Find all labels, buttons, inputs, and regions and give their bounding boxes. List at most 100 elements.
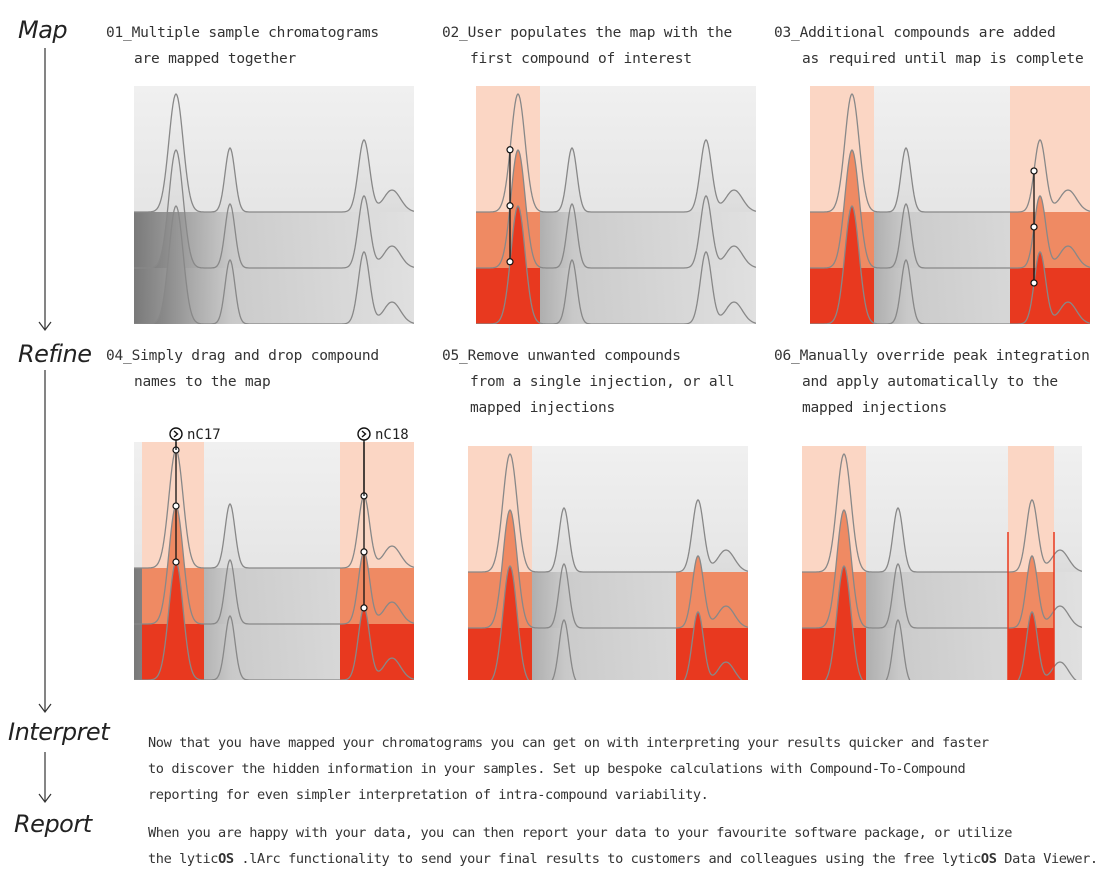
compound-tag-label: nC17 <box>187 427 221 443</box>
chromatogram-trace <box>802 452 1082 573</box>
compound-peak <box>1010 139 1090 212</box>
step-02-line1: 02_User populates the map with the <box>442 25 733 41</box>
panel-04-svg: nC17 nC18 <box>134 427 414 680</box>
stage-label-report: Report <box>14 810 92 838</box>
chromatogram-trace <box>134 504 414 625</box>
map-node <box>506 202 514 210</box>
compound-peak <box>825 566 863 680</box>
map-node <box>506 146 514 154</box>
report-line2-end: Data Viewer. <box>996 851 1097 867</box>
panel-01-chromatograms <box>134 86 414 324</box>
report-line1: When you are happy with your data, you c… <box>148 825 1013 841</box>
panel-06-chromatograms <box>802 446 1082 680</box>
chromatogram-trace <box>134 448 414 569</box>
step-caption-04: 04_Simply drag and drop compound names t… <box>106 343 379 395</box>
step-caption-03: 03_Additional compounds are added as req… <box>774 20 1084 72</box>
chromatogram-trace <box>810 148 1090 269</box>
panel-05-svg <box>468 446 748 680</box>
interpret-line1: Now that you have mapped your chromatogr… <box>148 735 989 751</box>
compound-peak <box>1010 195 1090 268</box>
step-03-line1: 03_Additional compounds are added <box>774 25 1056 41</box>
step-06-line2: and apply automatically to the <box>802 374 1058 390</box>
compound-peak <box>142 450 204 568</box>
stage-label-refine: Refine <box>18 340 92 368</box>
chromatogram-trace <box>476 148 756 269</box>
panel-01-svg <box>134 86 414 324</box>
chevron-right-icon-glyph <box>173 430 179 438</box>
step-06-line3: mapped injections <box>802 400 948 416</box>
step-03-line2: as required until map is complete <box>802 51 1084 67</box>
compound-peak <box>1018 611 1054 680</box>
map-node <box>360 604 368 612</box>
compound-peak <box>1008 555 1054 628</box>
compound-peak <box>1010 251 1090 324</box>
chromatogram-trace <box>810 92 1090 213</box>
compound-peak <box>476 206 540 324</box>
brand-os-bold-1: OS <box>218 851 234 867</box>
report-line2: the lyticOS .lArc functionality to send … <box>148 846 1097 872</box>
stage-label-map: Map <box>18 16 68 44</box>
step-caption-02: 02_User populates the map with the first… <box>442 20 732 72</box>
interpret-line2: to discover the hidden information in yo… <box>148 761 966 777</box>
step-04-line1: 04_Simply drag and drop compound <box>106 348 379 364</box>
compound-peak <box>810 206 874 324</box>
map-node <box>1030 223 1038 231</box>
step-01-line1: 01_Multiple sample chromatograms <box>106 25 379 41</box>
interpret-paragraph: Now that you have mapped your chromatogr… <box>148 730 1088 808</box>
step-caption-05: 05_Remove unwanted compounds from a sing… <box>442 343 735 421</box>
step-05-line3: mapped injections <box>470 400 616 416</box>
compound-peak <box>142 562 204 680</box>
panel-02-svg <box>476 86 756 324</box>
arrow-head-refine <box>38 703 52 713</box>
compound-peak <box>340 607 414 680</box>
compound-peak <box>340 495 414 568</box>
panel-03-chromatograms <box>810 86 1090 324</box>
compound-region <box>340 442 414 568</box>
step-caption-01: 01_Multiple sample chromatograms are map… <box>106 20 379 72</box>
map-node <box>172 502 180 510</box>
map-node <box>506 258 514 266</box>
chevron-right-icon <box>169 427 183 441</box>
report-paragraph: When you are happy with your data, you c… <box>148 820 1097 872</box>
chromatogram-trace <box>134 204 414 324</box>
step-05-line1: 05_Remove unwanted compounds <box>442 348 681 364</box>
chevron-right-icon-glyph <box>361 430 367 438</box>
map-node <box>1030 279 1038 287</box>
arrow-head-interpret <box>38 793 52 803</box>
interpret-line3: reporting for even simpler interpretatio… <box>148 787 709 803</box>
chromatogram-trace <box>134 92 414 213</box>
step-01-line2: are mapped together <box>134 51 297 67</box>
chromatogram-trace <box>824 564 1077 680</box>
compound-tag-label: nC18 <box>375 427 409 443</box>
stage-label-interpret: Interpret <box>8 718 110 746</box>
panel-06-svg <box>802 446 1082 680</box>
compound-peak <box>1008 499 1054 572</box>
chromatogram-trace <box>476 204 756 324</box>
compound-region <box>1010 86 1090 212</box>
report-line2-start: the lytic <box>148 851 219 867</box>
panel-04-chromatograms: nC17 nC18 <box>134 418 414 680</box>
panel-02-chromatograms <box>476 86 756 324</box>
panel-03-svg <box>810 86 1090 324</box>
panel-05-chromatograms <box>468 446 748 680</box>
chevron-right-icon <box>357 427 371 441</box>
compound-tag: nC18 <box>357 427 409 443</box>
compound-peak <box>340 551 414 624</box>
compound-tag: nC17 <box>169 427 221 443</box>
brand-os-bold-2: OS <box>980 851 997 867</box>
arrow-head-map <box>38 321 52 331</box>
compound-peak <box>491 566 529 680</box>
compound-peak <box>142 506 204 624</box>
step-caption-06: 06_Manually override peak integration an… <box>774 343 1090 421</box>
step-05-line2: from a single injection, or all <box>470 374 735 390</box>
step-02-line2: first compound of interest <box>470 51 692 67</box>
chromatogram-trace <box>468 508 748 629</box>
chromatogram-trace <box>802 508 1082 629</box>
step-06-line1: 06_Manually override peak integration <box>774 348 1090 364</box>
chromatogram-trace <box>134 148 414 269</box>
map-node <box>172 558 180 566</box>
chromatogram-trace <box>134 560 414 680</box>
chromatogram-trace <box>468 452 748 573</box>
map-node <box>360 548 368 556</box>
